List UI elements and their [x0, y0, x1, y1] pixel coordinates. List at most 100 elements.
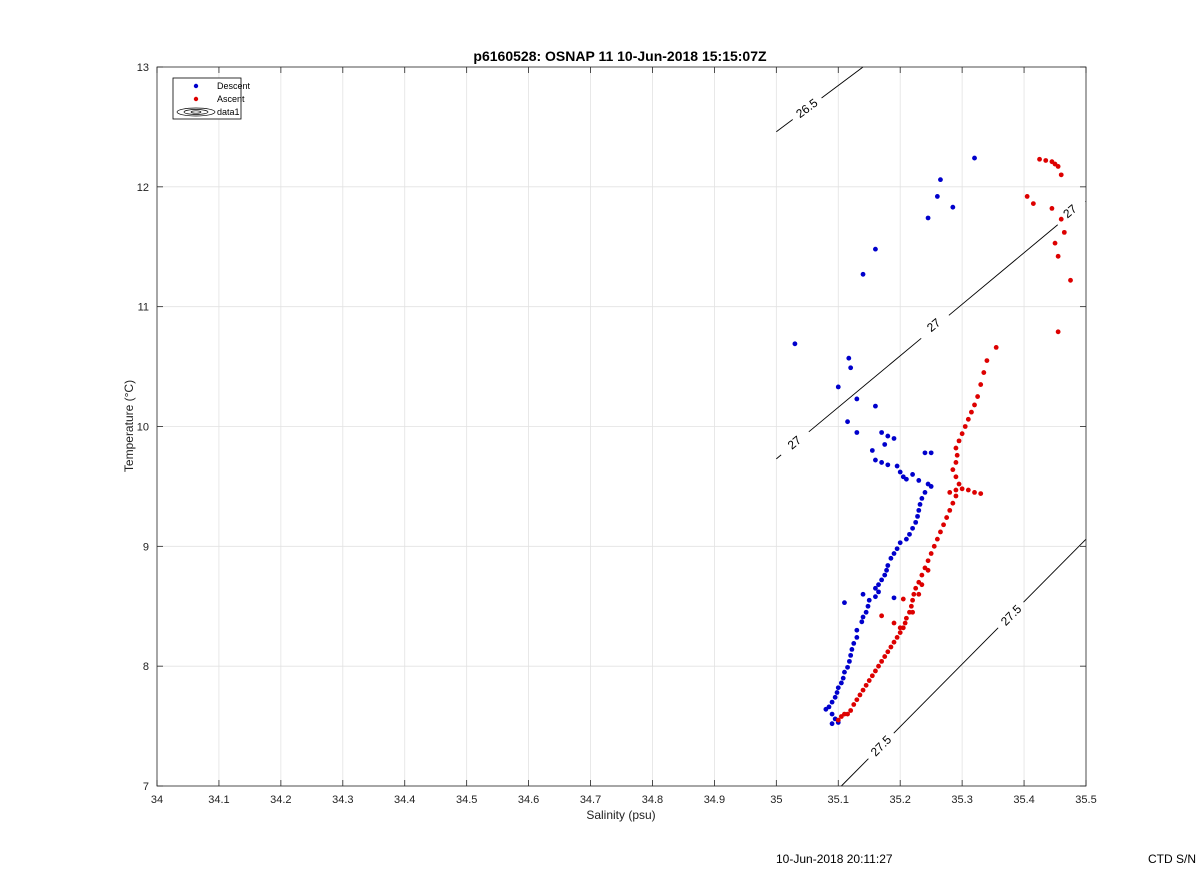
x-tick-label: 35.4 — [1013, 794, 1034, 806]
ascent-point — [863, 682, 869, 688]
y-axis-ticks: 7 8 9 10 11 12 13 — [137, 62, 1086, 793]
ascent-point — [835, 717, 841, 723]
descent-point — [854, 396, 860, 402]
contour-line-27 — [808, 337, 922, 433]
descent-point — [891, 595, 897, 601]
ascent-point — [891, 620, 897, 626]
descent-point — [792, 341, 798, 347]
ascent-point — [938, 529, 943, 535]
descent-point — [842, 600, 847, 606]
ascent-point — [903, 615, 909, 621]
x-tick-label: 34.9 — [704, 794, 725, 806]
ascent-point — [900, 596, 906, 602]
descent-point — [848, 365, 854, 371]
descent-point — [873, 246, 878, 252]
y-tick-label: 7 — [143, 781, 149, 793]
descent-point — [925, 215, 931, 221]
ascent-point — [984, 358, 990, 363]
descent-point — [849, 646, 855, 652]
footer-ctd-serial: CTD S/N — [1148, 852, 1196, 866]
descent-point — [854, 430, 860, 435]
descent-point — [885, 462, 891, 468]
descent-point — [916, 507, 922, 513]
ascent-point — [950, 500, 956, 506]
ascent-point — [928, 551, 934, 556]
ascent-point — [962, 424, 968, 429]
ascent-point — [953, 474, 959, 480]
contour-line-26.5 — [776, 119, 793, 133]
descent-point — [916, 478, 922, 483]
y-tick-label: 8 — [143, 661, 149, 673]
ascent-point — [897, 630, 903, 636]
ascent-point — [965, 416, 971, 422]
descent-point — [897, 540, 903, 546]
ascent-point — [972, 402, 977, 408]
x-tick-label: 34.4 — [394, 794, 415, 806]
x-tick-label: 34.6 — [518, 794, 539, 806]
x-tick-label: 35.5 — [1075, 794, 1096, 806]
descent-point — [869, 448, 875, 453]
descent-point — [851, 640, 857, 646]
ascent-point — [848, 708, 854, 713]
descent-point — [873, 585, 878, 591]
x-axis-label: Salinity (psu) — [586, 808, 655, 822]
ascent-point — [953, 460, 959, 465]
legend: Descent Ascent data1 — [172, 77, 251, 120]
descent-point — [894, 463, 900, 469]
descent-point — [860, 614, 866, 620]
x-tick-label: 34.1 — [208, 794, 229, 806]
legend-data1-label: data1 — [217, 107, 240, 117]
descent-point — [879, 430, 885, 435]
ascent-point — [854, 697, 860, 703]
ascent-point — [902, 620, 908, 626]
descent-point — [842, 669, 847, 675]
x-tick-label: 35.2 — [889, 794, 910, 806]
x-axis-ticks: 34 34.1 34.2 34.3 34.4 34.5 34.6 34.7 34.8 34.9 35… — [151, 67, 1097, 806]
ascent-point — [978, 382, 984, 387]
descent-point — [834, 690, 840, 695]
descent-point — [860, 591, 866, 597]
descent-point — [873, 457, 878, 463]
descent-point — [845, 664, 850, 670]
y-tick-label: 11 — [138, 302, 149, 314]
ascent-point — [879, 658, 885, 664]
ascent-point — [888, 644, 894, 650]
ascent-point — [925, 567, 931, 573]
descent-point — [865, 603, 871, 609]
ascent-point — [1049, 206, 1055, 211]
y-axis-label: Temperature (°C) — [122, 380, 136, 472]
ascent-point — [934, 536, 940, 542]
grid-lines — [156, 66, 1087, 787]
x-tick-label: 35 — [770, 794, 782, 806]
chart-title: p6160528: OSNAP 11 10-Jun-2018 15:15:07Z — [473, 48, 767, 64]
descent-point — [854, 627, 860, 633]
x-tick-label: 34.3 — [332, 794, 353, 806]
ascent-point — [913, 585, 919, 591]
ascent-point — [1055, 329, 1061, 335]
ascent-point — [1030, 201, 1036, 207]
ascent-point — [925, 558, 931, 564]
descent-point — [888, 555, 894, 561]
descent-point — [910, 525, 915, 531]
ascent-point — [947, 490, 953, 495]
ascent-point — [919, 572, 925, 578]
descent-point — [972, 155, 977, 161]
ascent-point — [1055, 164, 1061, 169]
ascent-point — [910, 609, 915, 615]
ascent-point — [845, 711, 850, 717]
descent-point — [832, 694, 838, 700]
descent-point — [873, 403, 878, 409]
x-tick-label: 34.2 — [270, 794, 291, 806]
ascent-point — [950, 467, 956, 473]
descent-point — [876, 582, 881, 588]
descent-point — [846, 355, 852, 361]
footer-timestamp: 10-Jun-2018 20:11:27 — [776, 852, 893, 866]
descent-point — [950, 204, 956, 210]
ascent-point — [956, 481, 962, 487]
ascent-point — [941, 522, 946, 528]
ascent-point — [873, 668, 878, 674]
descent-point — [876, 589, 881, 595]
descent-point — [928, 484, 934, 489]
descent-point — [854, 635, 860, 640]
ascent-point — [959, 486, 965, 492]
